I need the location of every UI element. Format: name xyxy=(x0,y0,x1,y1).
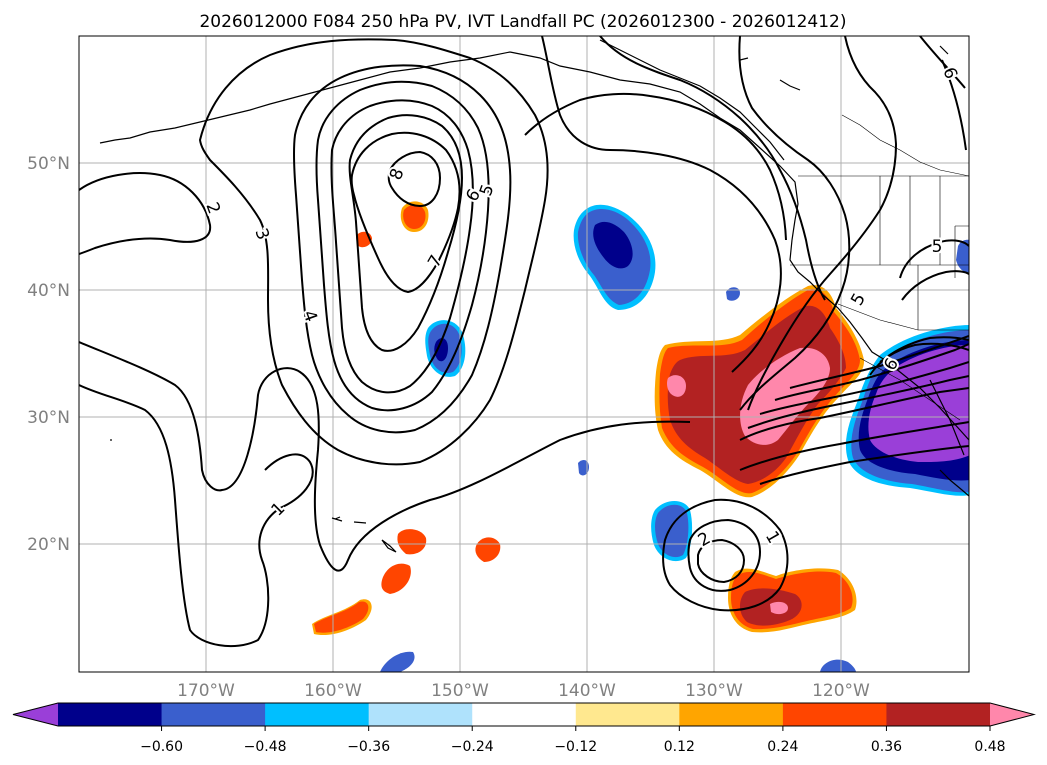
pv-contour-1-west xyxy=(79,341,691,572)
colorbar-tick-label: −0.36 xyxy=(347,739,390,755)
lat-label-50n: 50°N xyxy=(27,154,70,174)
colorbar-tick-label: 0.48 xyxy=(974,739,1005,755)
neg-blob-small-1 xyxy=(726,287,740,301)
colorbar-segment xyxy=(782,703,887,726)
colorbar-tick-label: −0.60 xyxy=(140,739,183,755)
colorbar-segment xyxy=(472,703,577,726)
map-frame xyxy=(78,35,970,673)
pv-contour-east-5 xyxy=(899,239,969,279)
neg-blob-bottom-1 xyxy=(380,651,415,672)
neg-blob-small-2 xyxy=(578,459,589,476)
pv-contour-east-5b xyxy=(901,270,969,301)
pv-contour-5b xyxy=(330,99,474,394)
lat-label-20n: 20°N xyxy=(27,535,70,555)
lon-label-150w: 150°W xyxy=(431,681,489,701)
pv-contour-ridge-east xyxy=(599,36,826,301)
pv-contour-low-1 xyxy=(662,498,789,612)
pv-contour-trough-1 xyxy=(738,36,851,411)
pv-contour-1-south xyxy=(79,384,314,648)
colorbar-tick-label: −0.12 xyxy=(554,739,597,755)
pos-blob-haw-1-core xyxy=(314,601,369,633)
pv-contour-jet-4 xyxy=(774,343,969,401)
pos-blob-sub-spot xyxy=(770,601,788,615)
pos-blob-haw-3 xyxy=(397,529,427,555)
colorbar-extend-max xyxy=(990,703,1034,726)
colorbar-tick-label: 0.36 xyxy=(871,739,902,755)
chart-title: 2026012000 F084 250 hPa PV, IVT Landfall… xyxy=(199,12,846,32)
pos-blob-haw-2 xyxy=(381,563,411,594)
colorbar-tick-label: 0.24 xyxy=(767,739,798,755)
colorbar-segment xyxy=(368,703,473,726)
colorbar-segment xyxy=(679,703,784,726)
colorbar-outline xyxy=(12,702,1036,727)
pv-contour-jet-7 xyxy=(759,445,969,485)
pv-contour-ridge-mid xyxy=(541,36,782,373)
pv-contour-jet-3 xyxy=(759,361,969,415)
lon-label-130w: 130°W xyxy=(685,681,743,701)
pv-contours xyxy=(79,36,969,648)
pv-contour-socal-ring xyxy=(869,342,969,376)
lat-label-30n: 30°N xyxy=(27,408,70,428)
colorbar-segment xyxy=(265,703,370,726)
colorbar-segment xyxy=(575,703,680,726)
state-borders xyxy=(790,114,969,421)
lat-labels: 20°N 30°N 40°N 50°N xyxy=(27,154,70,555)
pv-contour-trough-4 xyxy=(941,59,967,151)
colorbar-tick-label: −0.24 xyxy=(451,739,494,755)
colorbar-tick-label: −0.48 xyxy=(244,739,287,755)
lon-label-140w: 140°W xyxy=(558,681,616,701)
neg-blob-bottom-2 xyxy=(820,659,856,672)
colorbar-tick-label: 0.12 xyxy=(664,739,695,755)
pos-blob-main-spot xyxy=(667,375,686,397)
colorbar: −0.60 −0.48 −0.36 −0.24 −0.12 0.12 0.24 0.36 0.4… xyxy=(12,702,1036,755)
pos-blob-pv-core xyxy=(403,204,426,229)
pv-contour-socal-ring-2 xyxy=(879,336,969,363)
pv-contour-6 xyxy=(348,114,464,352)
pv-contour-jet-6 xyxy=(739,421,969,471)
pv-contour-ridge-inner xyxy=(524,92,787,241)
pv-contour-8 xyxy=(387,150,442,208)
neg-blob-nepac-core xyxy=(593,221,633,269)
pv-label-5-c: 5 xyxy=(932,237,943,257)
lon-labels: 170°W 160°W 150°W 140°W 130°W 120°W xyxy=(177,681,870,701)
pv-contour-low-2-inner xyxy=(697,538,746,584)
neg-blob-edge xyxy=(956,239,969,273)
pv-contour-low-2 xyxy=(687,518,762,592)
colorbar-segment xyxy=(886,703,991,726)
lon-label-160w: 160°W xyxy=(304,681,362,701)
coastlines xyxy=(99,39,969,553)
map-layer: 1 1 2 2 3 4 5 5 5 6 6 6 7 8 xyxy=(79,36,969,672)
pv-contour-trough-2 xyxy=(747,36,898,411)
pv-contour-jet-5 xyxy=(789,335,969,389)
pv-contour-2-west xyxy=(79,172,212,255)
lon-label-170w: 170°W xyxy=(177,681,235,701)
pv-contour-7 xyxy=(350,131,461,294)
pv-contour-jet-1 xyxy=(739,387,969,441)
pv-contour-jet-2 xyxy=(747,375,969,429)
lon-label-120w: 120°W xyxy=(812,681,870,701)
colorbar-segment xyxy=(161,703,266,726)
neg-blob-151w-core xyxy=(434,338,448,362)
pv-contour-5a xyxy=(315,80,490,412)
pv-contour-3 xyxy=(198,38,549,466)
lat-label-40n: 40°N xyxy=(27,281,70,301)
pv-contour-4 xyxy=(292,64,512,434)
colorbar-segment xyxy=(58,703,163,726)
neg-blob-socal-core xyxy=(868,345,969,462)
colorbar-extend-min xyxy=(13,703,58,726)
